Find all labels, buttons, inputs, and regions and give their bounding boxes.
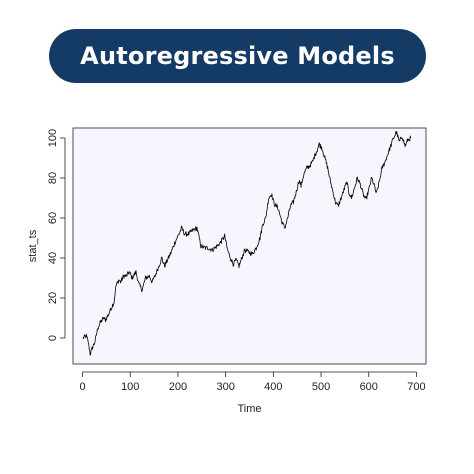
y-axis: 0 20 40 60 80 100 <box>47 129 65 341</box>
x-tick-label: 100 <box>121 381 139 393</box>
y-tick-label: 100 <box>47 129 59 147</box>
y-tick-label: 20 <box>47 292 59 304</box>
y-tick-label: 80 <box>47 172 59 184</box>
x-tick-label: 400 <box>264 381 282 393</box>
x-tick-label: 600 <box>360 381 378 393</box>
x-axis-title: Time <box>237 403 261 415</box>
y-axis-title: stat_ts <box>27 229 39 262</box>
x-tick-label: 200 <box>169 381 187 393</box>
y-tick-label: 0 <box>47 335 59 341</box>
x-axis: 0 100 200 300 400 500 600 700 <box>79 372 425 393</box>
x-tick-label: 700 <box>407 381 425 393</box>
x-tick-label: 0 <box>79 381 85 393</box>
plot-area <box>73 128 426 364</box>
y-tick-label: 40 <box>47 252 59 264</box>
x-tick-label: 500 <box>312 381 330 393</box>
x-tick-label: 300 <box>216 381 234 393</box>
y-tick-label: 60 <box>47 212 59 224</box>
